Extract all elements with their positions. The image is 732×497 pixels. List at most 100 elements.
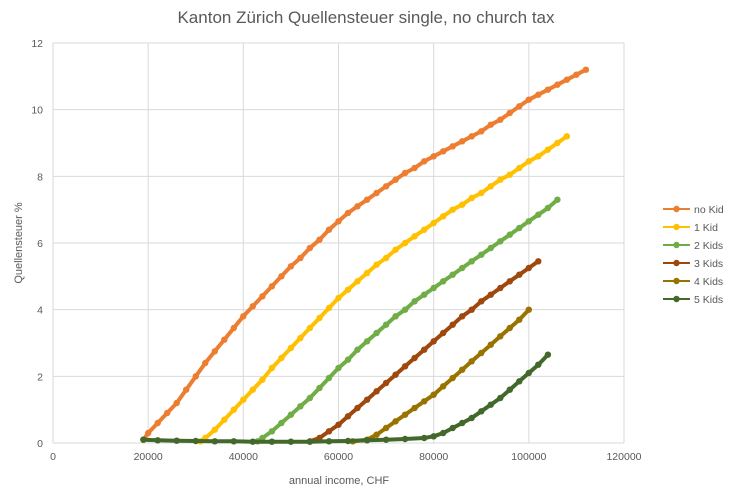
data-point — [440, 383, 447, 390]
data-point — [287, 263, 295, 270]
data-point — [449, 206, 456, 213]
data-point — [544, 204, 552, 212]
data-point — [506, 278, 513, 285]
data-point — [459, 264, 466, 272]
data-point — [563, 133, 571, 140]
data-point — [373, 431, 380, 438]
data-point — [449, 271, 456, 278]
data-point — [468, 258, 475, 265]
legend-label: 3 Kids — [694, 258, 723, 270]
x-tick-label: 20000 — [134, 451, 163, 463]
data-point — [497, 176, 504, 183]
data-point — [392, 371, 399, 378]
data-point — [154, 437, 161, 444]
legend-item: 5 Kids — [663, 294, 723, 306]
legend-label: 1 Kid — [694, 222, 718, 234]
data-point — [478, 128, 485, 135]
data-point — [382, 379, 390, 387]
data-point — [335, 218, 342, 225]
data-point — [230, 406, 237, 413]
data-point — [344, 209, 352, 217]
data-point — [440, 213, 447, 220]
data-point — [468, 194, 475, 202]
data-point — [430, 338, 437, 345]
data-point — [497, 284, 504, 292]
data-point — [411, 164, 418, 172]
data-point — [335, 364, 342, 372]
data-point — [325, 428, 333, 435]
data-point — [183, 386, 190, 393]
data-point — [287, 438, 295, 445]
data-point — [468, 414, 475, 422]
data-point — [401, 306, 409, 313]
data-point — [411, 298, 418, 305]
data-point — [373, 329, 380, 337]
data-point — [459, 201, 466, 208]
data-point — [202, 359, 209, 367]
legend-swatch-marker — [673, 277, 680, 285]
data-point — [421, 226, 428, 233]
data-point — [325, 438, 333, 445]
data-point — [354, 404, 361, 412]
y-axis-ticks: 0 2 4 6 8 10 12 — [31, 38, 43, 450]
data-point — [468, 306, 475, 313]
x-tick-label: 100000 — [511, 451, 546, 463]
data-point — [373, 261, 380, 268]
data-point — [344, 286, 352, 293]
data-point — [516, 316, 523, 323]
data-point — [401, 411, 409, 418]
data-point — [478, 298, 485, 305]
series-2-kids — [254, 196, 561, 445]
series-group — [140, 66, 590, 445]
data-point — [373, 388, 380, 395]
data-point — [478, 408, 485, 415]
data-point — [145, 429, 152, 437]
data-point — [278, 273, 285, 280]
data-point — [354, 278, 361, 285]
data-point — [401, 435, 409, 443]
data-point — [487, 291, 494, 298]
x-tick-label: 60000 — [324, 451, 353, 463]
y-tick-label: 6 — [37, 238, 43, 250]
data-point — [335, 421, 342, 428]
data-point — [449, 424, 456, 432]
series-line — [198, 134, 569, 444]
data-point — [392, 176, 399, 183]
data-point — [440, 148, 447, 155]
legend-item: 1 Kid — [663, 222, 718, 234]
data-point — [230, 438, 237, 445]
data-point — [478, 251, 485, 258]
data-point — [478, 189, 485, 197]
data-point — [259, 376, 266, 383]
data-point — [516, 164, 523, 172]
data-point — [382, 183, 390, 190]
data-point — [268, 283, 276, 290]
data-point — [459, 366, 466, 373]
data-point — [440, 278, 447, 285]
data-point — [373, 189, 380, 197]
data-point — [382, 254, 390, 262]
data-point — [468, 133, 475, 140]
data-point — [325, 374, 333, 382]
data-point — [506, 386, 513, 393]
data-point — [306, 394, 314, 402]
data-point — [535, 153, 542, 160]
y-tick-label: 12 — [31, 38, 43, 50]
legend-item: no Kid — [663, 204, 724, 216]
data-point — [268, 438, 276, 445]
x-tick-label: 120000 — [606, 451, 641, 463]
data-point — [392, 313, 399, 320]
data-point — [230, 324, 237, 332]
data-point — [487, 244, 494, 252]
data-point — [411, 404, 418, 412]
series-3-kids — [306, 258, 542, 445]
legend-swatch-marker — [673, 223, 680, 231]
data-point — [401, 239, 409, 247]
data-point — [192, 373, 199, 380]
y-axis-label: Quellensteuer % — [13, 202, 25, 284]
data-point — [382, 321, 390, 328]
data-point — [382, 436, 390, 443]
data-point — [506, 171, 513, 178]
data-point — [192, 437, 199, 445]
data-point — [354, 346, 361, 353]
